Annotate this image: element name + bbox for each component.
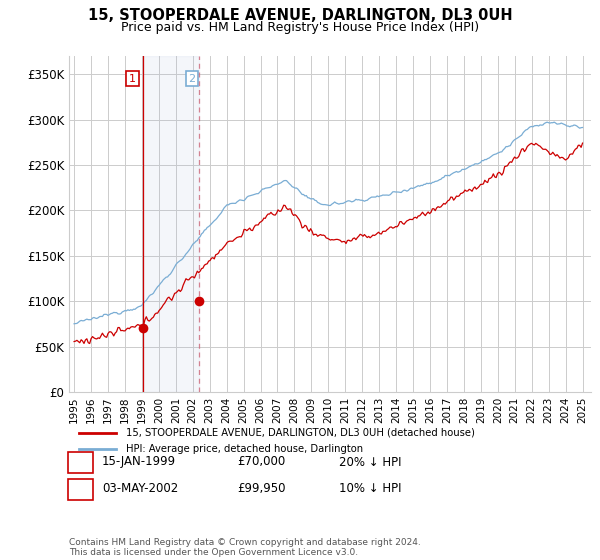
Text: 15, STOOPERDALE AVENUE, DARLINGTON, DL3 0UH (detached house): 15, STOOPERDALE AVENUE, DARLINGTON, DL3 … xyxy=(127,428,475,438)
Text: 2: 2 xyxy=(76,482,85,496)
Text: £70,000: £70,000 xyxy=(237,455,285,469)
Text: Price paid vs. HM Land Registry's House Price Index (HPI): Price paid vs. HM Land Registry's House … xyxy=(121,21,479,34)
Text: 1: 1 xyxy=(76,455,85,469)
Text: 1: 1 xyxy=(129,74,136,83)
Text: £99,950: £99,950 xyxy=(237,482,286,496)
Text: 15-JAN-1999: 15-JAN-1999 xyxy=(102,455,176,469)
Bar xyxy=(143,56,199,392)
Text: HPI: Average price, detached house, Darlington: HPI: Average price, detached house, Darl… xyxy=(127,444,364,454)
Text: 20% ↓ HPI: 20% ↓ HPI xyxy=(339,455,401,469)
Text: Contains HM Land Registry data © Crown copyright and database right 2024.
This d: Contains HM Land Registry data © Crown c… xyxy=(69,538,421,557)
Text: 10% ↓ HPI: 10% ↓ HPI xyxy=(339,482,401,496)
Text: 03-MAY-2002: 03-MAY-2002 xyxy=(102,482,178,496)
Text: 15, STOOPERDALE AVENUE, DARLINGTON, DL3 0UH: 15, STOOPERDALE AVENUE, DARLINGTON, DL3 … xyxy=(88,8,512,24)
Text: 2: 2 xyxy=(188,74,196,83)
